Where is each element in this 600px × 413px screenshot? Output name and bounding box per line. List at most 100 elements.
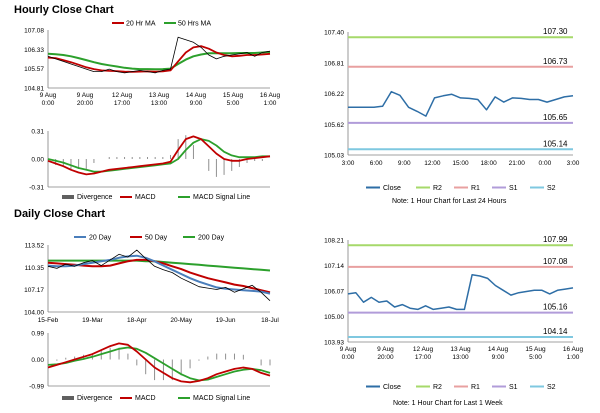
daily-pivot-ytick-1: 107.14 bbox=[324, 263, 344, 270]
legend-hourly-signal-label: MACD Signal Line bbox=[193, 194, 250, 201]
hourly-pivot-s2-label: 105.14 bbox=[543, 139, 568, 148]
hourly-pivot-r1-label: 106.73 bbox=[543, 57, 568, 66]
hourly-price-xtick-2-date: 12 Aug bbox=[112, 92, 133, 99]
hourly-pivot-xtick-6: 21:00 bbox=[509, 160, 526, 167]
daily-pivot-note: Note: 1 Hour Chart for Last 1 Week bbox=[393, 400, 503, 407]
hourly-price-ytick-0: 107.08 bbox=[24, 28, 44, 35]
hourly-price-xtick-5-date: 15 Aug bbox=[223, 92, 244, 99]
hourly-pivot-ytick-2: 106.22 bbox=[324, 91, 344, 98]
daily-20day-line bbox=[47, 254, 271, 295]
hourly-price-ytick-2: 105.57 bbox=[24, 66, 44, 73]
hourly-price-xtick-0-date: 9 Aug bbox=[40, 92, 57, 99]
daily-pivot-ytick-0: 108.21 bbox=[324, 238, 344, 245]
daily-pivot-xtick-1-time: 20:00 bbox=[377, 354, 394, 361]
daily-price-xtick-5: 18-Jul bbox=[261, 317, 279, 324]
legend-hourly-divergence-label: Divergence bbox=[77, 194, 113, 201]
daily-pivot-ytick-2: 106.07 bbox=[324, 289, 344, 296]
daily-pivot-xtick-2-time: 17:00 bbox=[415, 354, 432, 361]
hourly-pivot-r2-label: 107.30 bbox=[543, 27, 568, 36]
daily-pivot-close-line bbox=[347, 274, 574, 311]
daily-pivot-xtick-1-date: 9 Aug bbox=[377, 346, 394, 353]
hourly-pivot-close-line bbox=[348, 90, 574, 117]
hourly-price-ytick-3: 104.81 bbox=[24, 86, 44, 93]
hourly-pivot-ytick-3: 105.62 bbox=[324, 122, 344, 129]
daily-pivot-xtick-5-date: 15 Aug bbox=[525, 346, 546, 353]
legend-20day-label: 20 Day bbox=[89, 235, 112, 242]
hourly-price-xtick-1-date: 9 Aug bbox=[77, 92, 94, 99]
hourly-price-xtick-0-time: 0:00 bbox=[42, 100, 55, 107]
hourly-pivot-ytick-1: 106.81 bbox=[324, 60, 344, 67]
daily-pivot-r1-label: 107.08 bbox=[543, 257, 568, 266]
legend-200day-label: 200 Day bbox=[198, 235, 225, 242]
daily-pivot-xtick-2-date: 12 Aug bbox=[413, 346, 434, 353]
legend-20hr-ma-label: 20 Hr MA bbox=[126, 21, 156, 28]
legend-daily-divergence-swatch bbox=[62, 396, 74, 400]
hourly-price-xtick-1-time: 20:00 bbox=[77, 100, 94, 107]
hourly-pivot-xtick-5: 18:00 bbox=[480, 160, 497, 167]
hourly-pivot-xtick-0: 3:00 bbox=[342, 160, 355, 167]
daily-pivot-xtick-3-date: 13 Aug bbox=[450, 346, 471, 353]
daily-pivot-r2-label: 107.99 bbox=[543, 235, 568, 244]
hourly-price-xtick-4-time: 9:00 bbox=[190, 100, 203, 107]
hourly-macd-ytick-0: 0.31 bbox=[31, 129, 44, 136]
legend-50day-label: 50 Day bbox=[145, 235, 168, 242]
hourly-macd-ytick-1: 0.00 bbox=[31, 157, 44, 164]
daily-close-line bbox=[47, 249, 271, 301]
hourly-price-xtick-3-time: 13:00 bbox=[151, 100, 168, 107]
daily-price-ytick-2: 107.17 bbox=[24, 287, 44, 294]
hourly-pivot-legend-r1-label: R1 bbox=[471, 185, 480, 192]
daily-macd-ytick-0: 0.99 bbox=[31, 331, 44, 338]
daily-price-ytick-1: 110.35 bbox=[25, 265, 45, 272]
legend-daily-signal-label: MACD Signal Line bbox=[193, 395, 250, 402]
daily-price-xtick-0: 15-Feb bbox=[38, 317, 59, 324]
legend-hourly-macd-label: MACD bbox=[135, 194, 156, 201]
hourly-price-xtick-6-time: 1:00 bbox=[264, 100, 277, 107]
hourly-macd-ytick-2: -0.31 bbox=[29, 185, 44, 192]
daily-price-xtick-2: 18-Apr bbox=[127, 317, 147, 324]
hourly-pivot-xtick-3: 12:00 bbox=[424, 160, 441, 167]
daily-pivot-legend-s1-label: S1 bbox=[509, 384, 518, 391]
legend-50hr-ma-label: 50 Hrs MA bbox=[178, 21, 211, 28]
hourly-pivot-xtick-1: 6:00 bbox=[370, 160, 383, 167]
daily-pivot-s2-label: 104.14 bbox=[543, 327, 568, 336]
hourly-50hr-ma-line bbox=[47, 51, 271, 71]
hourly-price-ytick-1: 106.33 bbox=[24, 47, 44, 54]
legend-daily-macd-label: MACD bbox=[135, 395, 156, 402]
hourly-price-xtick-3-date: 13 Aug bbox=[149, 92, 170, 99]
hourly-pivot-legend-close-label: Close bbox=[383, 185, 401, 192]
hourly-pivot-legend-s2-label: S2 bbox=[547, 185, 556, 192]
daily-price-ytick-0: 113.52 bbox=[25, 243, 45, 250]
daily-macd-line bbox=[47, 342, 271, 384]
hourly-pivot-xtick-8: 3:00 bbox=[567, 160, 580, 167]
daily-pivot-xtick-4-time: 9:00 bbox=[492, 354, 505, 361]
hourly-pivot-legend-s1-label: S1 bbox=[509, 185, 518, 192]
hourly-macd-signal-line bbox=[47, 138, 270, 173]
daily-pivot-xtick-6-time: 1:00 bbox=[567, 354, 580, 361]
daily-pivot-ytick-4: 103.93 bbox=[324, 340, 344, 347]
hourly-price-xtick-5-time: 5:00 bbox=[227, 100, 240, 107]
hourly-pivot-ytick-0: 107.40 bbox=[324, 30, 344, 37]
daily-pivot-xtick-0-date: 9 Aug bbox=[340, 346, 357, 353]
legend-daily-divergence-label: Divergence bbox=[77, 395, 113, 402]
hourly-pivot-legend-r2-label: R2 bbox=[433, 185, 442, 192]
daily-price-ytick-3: 104.00 bbox=[24, 310, 44, 317]
daily-macd-ytick-2: -0.99 bbox=[29, 384, 44, 391]
hourly-macd-line bbox=[47, 135, 271, 176]
daily-pivot-legend-close-label: Close bbox=[383, 384, 401, 391]
daily-pivot-xtick-0-time: 0:00 bbox=[342, 354, 355, 361]
daily-pivot-xtick-5-time: 5:00 bbox=[529, 354, 542, 361]
hourly-price-xtick-4-date: 14 Aug bbox=[186, 92, 207, 99]
hourly-pivot-xtick-7: 0:00 bbox=[539, 160, 552, 167]
daily-pivot-xtick-3-time: 13:00 bbox=[452, 354, 469, 361]
daily-section-title: Daily Close Chart bbox=[14, 208, 106, 220]
daily-price-xtick-3: 20-May bbox=[170, 317, 192, 324]
daily-pivot-xtick-4-date: 14 Aug bbox=[488, 346, 509, 353]
hourly-pivot-ytick-4: 105.03 bbox=[324, 153, 344, 160]
daily-pivot-xtick-6-date: 16 Aug bbox=[563, 346, 584, 353]
daily-macd-ytick-1: 0.00 bbox=[31, 357, 44, 364]
legend-hourly-divergence-swatch bbox=[62, 195, 74, 199]
hourly-price-xtick-2-time: 17:00 bbox=[114, 100, 131, 107]
daily-pivot-s1-label: 105.16 bbox=[543, 303, 568, 312]
daily-pivot-legend-s2-label: S2 bbox=[547, 384, 556, 391]
